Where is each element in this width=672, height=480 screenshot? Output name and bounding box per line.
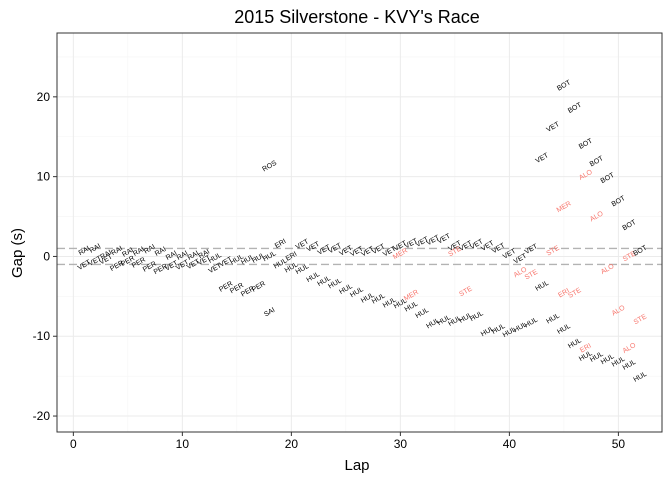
x-axis-ticks: 0 10 20 30 40 50 xyxy=(70,432,625,451)
point-label-rai: RAI xyxy=(99,249,113,261)
point-label-rai: RAI xyxy=(187,250,201,262)
point-label-rai: RAI xyxy=(89,243,103,255)
point-label-rai: RAI xyxy=(143,244,157,256)
y-axis-ticks: -20 -10 0 10 20 xyxy=(33,90,57,423)
x-tick-label: 40 xyxy=(503,437,517,451)
point-label-rai: RAI xyxy=(121,247,135,259)
x-axis-title: Lap xyxy=(344,457,369,474)
point-label-eri: ERI xyxy=(579,343,593,355)
y-tick-label: 0 xyxy=(43,249,50,263)
x-tick-label: 20 xyxy=(285,437,299,451)
point-label-rai: RAI xyxy=(78,245,92,257)
x-tick-label: 0 xyxy=(70,437,77,451)
y-tick-label: -10 xyxy=(33,329,51,343)
minor-grid xyxy=(57,33,662,432)
y-tick-label: 20 xyxy=(37,90,51,104)
x-tick-label: 10 xyxy=(176,437,190,451)
point-label-rai: RAI xyxy=(110,245,124,257)
point-label-rai: RAI xyxy=(154,246,168,258)
y-axis-title: Gap (s) xyxy=(9,228,26,278)
y-tick-label: 10 xyxy=(37,170,51,184)
x-tick-label: 30 xyxy=(394,437,408,451)
reference-lines xyxy=(57,247,662,266)
point-label-rai: RAI xyxy=(198,248,212,260)
point-label-rai: RAI xyxy=(132,246,146,258)
panel-border xyxy=(56,32,663,433)
point-label-eri: ERI xyxy=(557,287,571,299)
major-grid xyxy=(57,33,662,432)
point-label-eri: ERI xyxy=(285,251,299,263)
x-tick-label: 50 xyxy=(612,437,626,451)
chart-title: 2015 Silverstone - KVY's Race xyxy=(234,7,480,27)
point-label-sai: SAI xyxy=(263,307,276,319)
point-label-rai: RAI xyxy=(176,250,190,262)
point-label-rai: RAI xyxy=(165,250,179,262)
point-label-eri: ERI xyxy=(274,238,288,250)
y-tick-label: -20 xyxy=(33,409,51,423)
